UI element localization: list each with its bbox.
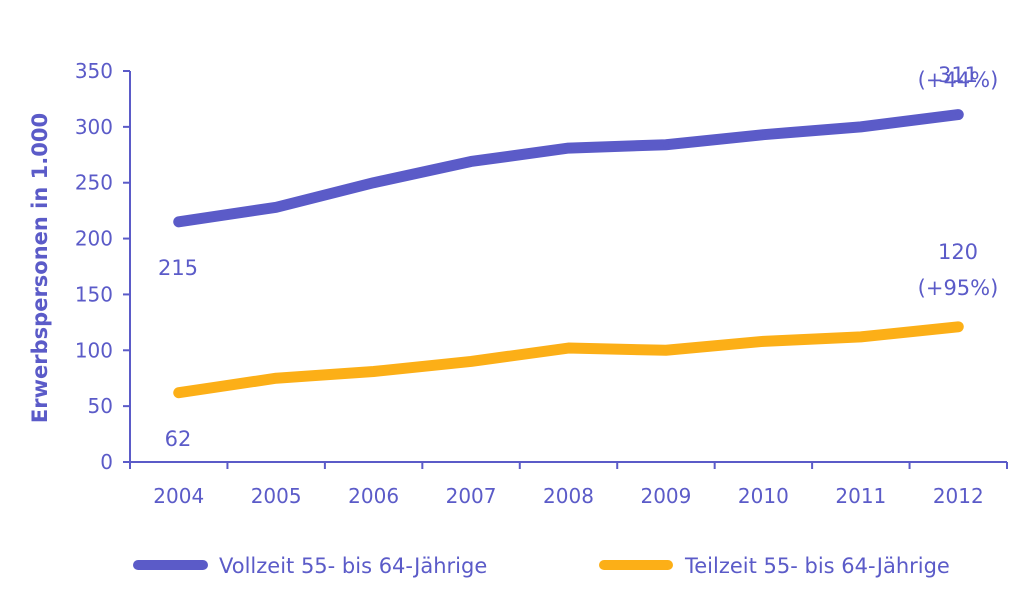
y-axis-label: Erwerbspersonen in 1.000 — [28, 113, 52, 423]
data-point — [370, 179, 377, 186]
data-point — [662, 347, 669, 354]
data-point — [273, 204, 280, 211]
x-tick-label: 2006 — [348, 484, 399, 508]
y-tick-label: 350 — [75, 59, 113, 83]
series-line-0 — [173, 109, 964, 228]
legend: Vollzeit 55- bis 64-Jährige Teilzeit 55-… — [133, 554, 950, 578]
series-line-1 — [173, 321, 964, 399]
annotation-teilzeit-end-value: 120 — [938, 240, 978, 264]
annotation-teilzeit-start: 62 — [165, 427, 192, 451]
y-tick-label: 100 — [75, 338, 113, 362]
data-point — [175, 389, 182, 396]
annotations: 215 311 (+44%) 62 120 (+95%) — [158, 63, 998, 451]
x-tick-label: 2004 — [153, 484, 204, 508]
data-point — [370, 368, 377, 375]
data-point — [857, 333, 864, 340]
y-tick-label: 0 — [100, 450, 113, 474]
y-tick-label: 250 — [75, 171, 113, 195]
legend-label-teilzeit: Teilzeit 55- bis 64-Jährige — [684, 554, 950, 578]
legend-label-vollzeit: Vollzeit 55- bis 64-Jährige — [219, 554, 487, 578]
data-point — [273, 375, 280, 382]
y-axis: 0 50 100 150 200 250 300 350 — [75, 59, 131, 474]
data-point — [468, 158, 475, 165]
x-tick-label: 2010 — [738, 484, 789, 508]
data-point — [955, 323, 962, 330]
data-point — [565, 345, 572, 352]
x-tick-label: 2005 — [251, 484, 302, 508]
annotation-vollzeit-start: 215 — [158, 256, 198, 280]
data-point — [760, 338, 767, 345]
x-tick-label: 2012 — [933, 484, 984, 508]
x-tick-label: 2007 — [446, 484, 497, 508]
data-point — [955, 111, 962, 118]
data-point — [662, 141, 669, 148]
y-tick-label: 150 — [75, 282, 113, 306]
x-tick-label: 2009 — [640, 484, 691, 508]
x-tick-label: 2011 — [835, 484, 886, 508]
data-point — [760, 131, 767, 138]
annotation-vollzeit-end-value: 311 — [938, 63, 978, 87]
data-point — [857, 123, 864, 130]
annotation-vollzeit-end-change: (+44%) — [918, 68, 999, 92]
annotation-teilzeit-end-change: (+95%) — [918, 276, 999, 300]
data-point — [468, 358, 475, 365]
x-tick-label: 2008 — [543, 484, 594, 508]
data-point — [565, 145, 572, 152]
x-axis: 2004 2005 2006 2007 2008 2009 2010 2011 2012 — [129, 461, 1008, 508]
y-tick-label: 200 — [75, 227, 113, 251]
series-layer — [173, 109, 964, 399]
data-point — [175, 218, 182, 225]
y-tick-label: 50 — [88, 394, 113, 418]
y-tick-label: 300 — [75, 115, 113, 139]
